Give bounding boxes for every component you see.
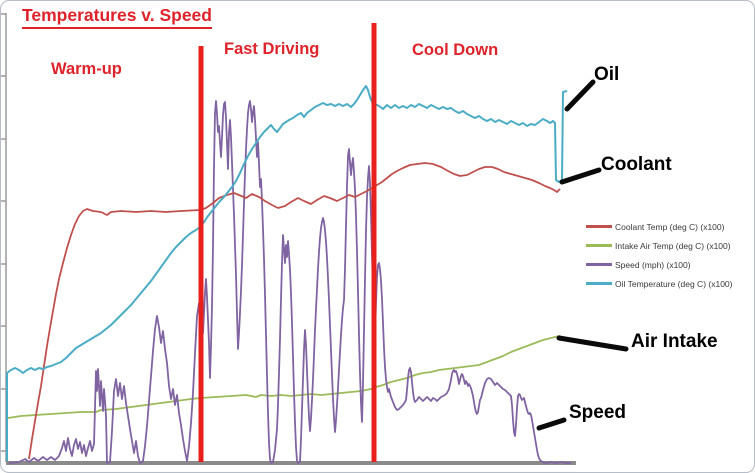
phase-label-cool-down: Cool Down	[412, 41, 499, 59]
legend-swatch-speed	[586, 263, 612, 266]
legend-swatch-coolant	[586, 225, 612, 228]
callout-line-oil	[564, 79, 596, 112]
callout-line-speed	[536, 417, 567, 431]
series-line-oil-temperature	[6, 85, 568, 461]
callout-line-air-intake	[556, 335, 629, 352]
legend-item-speed: Speed (mph) (x100)	[586, 255, 732, 274]
legend-label-speed: Speed (mph) (x100)	[615, 259, 691, 270]
legend-item-oil: Oil Temperature (deg C) (x100)	[586, 274, 732, 293]
callout-label-oil: Oil	[594, 64, 620, 85]
series-line-coolant-temp	[28, 162, 561, 460]
x-axis	[6, 461, 576, 465]
legend-label-coolant: Coolant Temp (deg C) (x100)	[615, 221, 725, 232]
series-line-speed	[8, 100, 571, 464]
callout-label-speed: Speed	[569, 402, 627, 423]
phase-label-fast-driving: Fast Driving	[224, 40, 320, 58]
legend-swatch-intake-air	[586, 244, 612, 247]
legend-swatch-oil	[586, 282, 612, 285]
series-line-intake-air-temp	[7, 335, 572, 419]
legend: Coolant Temp (deg C) (x100) Intake Air T…	[586, 217, 732, 293]
legend-item-coolant: Coolant Temp (deg C) (x100)	[586, 217, 732, 236]
chart-title: Temperatures v. Speed	[22, 5, 212, 29]
legend-item-intake-air: Intake Air Temp (deg C) (x100)	[586, 236, 732, 255]
callout-label-coolant: Coolant	[601, 154, 672, 175]
callout-label-air-intake: Air Intake	[631, 331, 718, 352]
legend-label-intake-air: Intake Air Temp (deg C) (x100)	[615, 240, 731, 251]
phase-label-warm-up: Warm-up	[51, 60, 122, 78]
legend-label-oil: Oil Temperature (deg C) (x100)	[615, 278, 733, 289]
callout-line-coolant	[559, 167, 602, 185]
